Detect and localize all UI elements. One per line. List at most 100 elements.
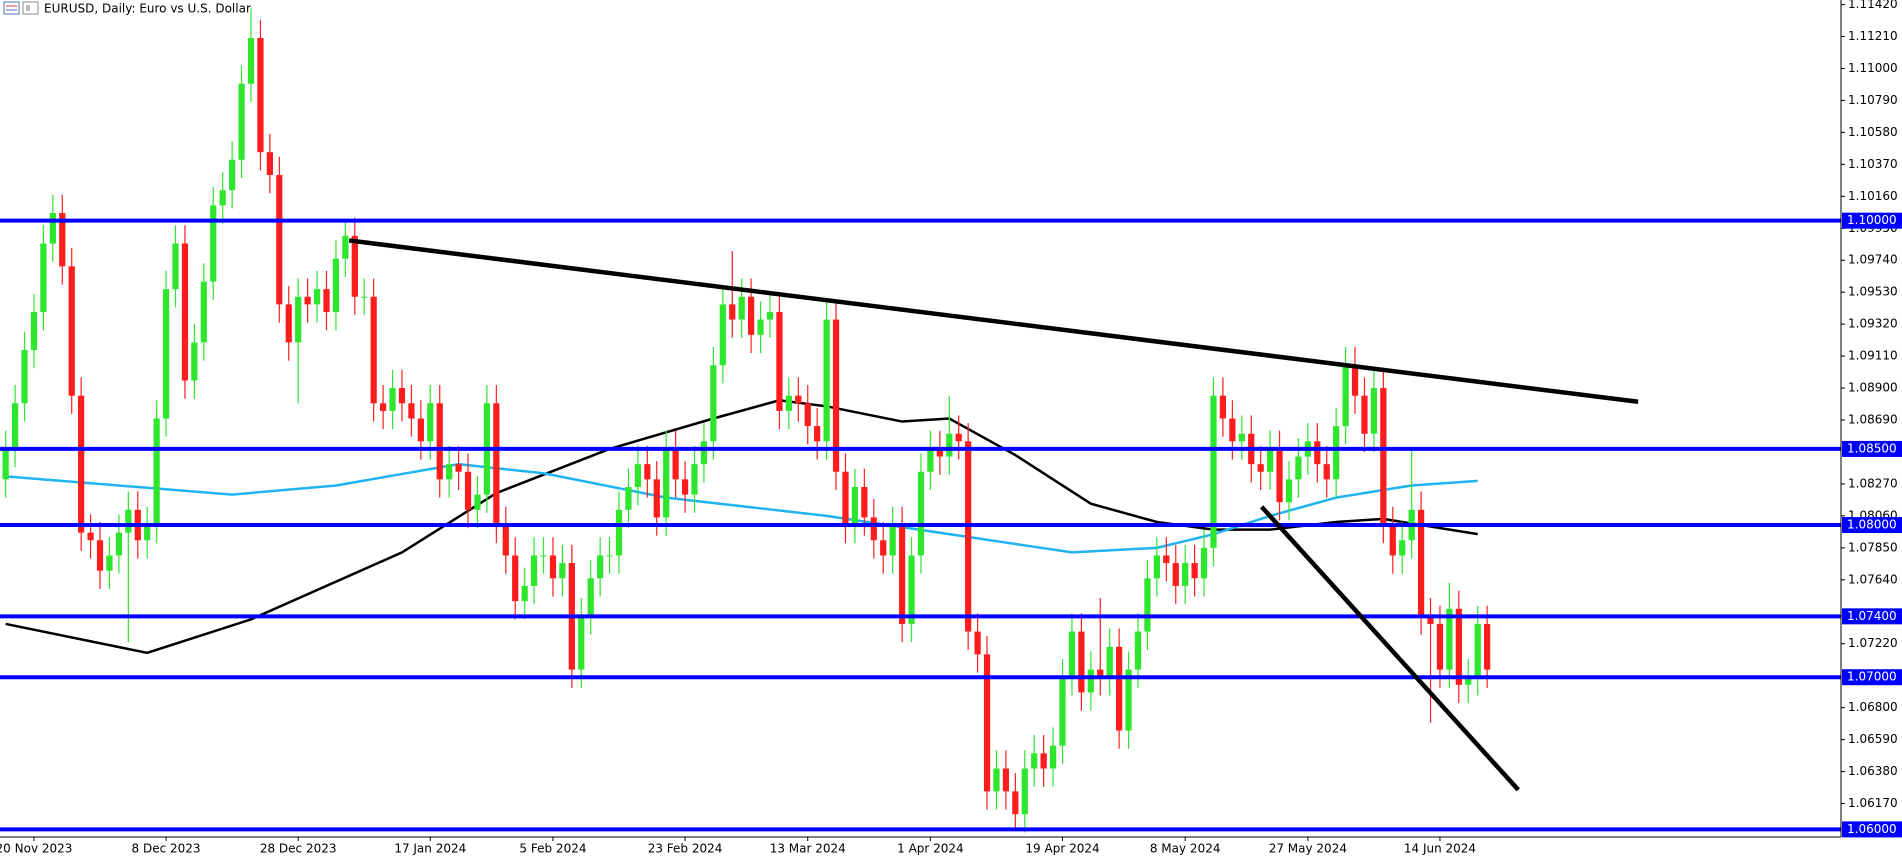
candle-body — [446, 464, 453, 480]
y-tick-label: 1.09530 — [1848, 285, 1898, 299]
trend-line — [348, 238, 1639, 404]
candle-body — [1068, 631, 1076, 678]
candle-body — [1266, 448, 1274, 472]
candle-body — [653, 479, 660, 518]
candle-body — [1012, 791, 1019, 815]
candle-body — [1200, 547, 1208, 579]
candle-body — [804, 403, 811, 427]
y-tick-label: 1.08900 — [1848, 381, 1898, 395]
candle-body — [1191, 563, 1198, 579]
y-tick-label: 1.10160 — [1848, 189, 1898, 203]
candle-body — [40, 243, 47, 312]
candle-body — [162, 289, 170, 419]
candle-body — [1125, 669, 1132, 731]
candle-body — [398, 388, 406, 404]
candle-body — [210, 205, 217, 282]
candle-body — [681, 479, 689, 495]
y-tick-label: 1.06380 — [1848, 764, 1898, 778]
candle-body — [663, 448, 670, 518]
y-tick-label: 1.11420 — [1848, 0, 1898, 11]
candle-body — [898, 525, 906, 624]
candle-body — [1370, 388, 1378, 434]
candle-body — [361, 296, 368, 298]
candle-body — [710, 365, 717, 442]
level-label: 1.07400 — [1847, 609, 1897, 623]
candle-body — [30, 311, 38, 351]
candle-body — [266, 152, 273, 176]
candle-body — [549, 555, 557, 579]
icon — [26, 5, 30, 11]
candle-body — [625, 486, 632, 510]
candle-body — [700, 441, 708, 465]
candle-body — [172, 243, 179, 290]
candle-body — [1031, 753, 1038, 769]
candle-body — [946, 433, 953, 457]
candle-body — [427, 403, 434, 442]
level-label-box — [1842, 821, 1902, 838]
candle-body — [1144, 578, 1151, 632]
y-tick-label: 1.06800 — [1848, 700, 1898, 714]
candle-body — [1134, 631, 1142, 670]
candle-body — [1002, 768, 1010, 792]
x-tick-label: 19 Apr 2024 — [1025, 842, 1099, 856]
candle-body — [1040, 753, 1047, 769]
candle-body — [936, 448, 943, 457]
candle-body — [351, 235, 358, 297]
candle-body — [1021, 768, 1028, 815]
x-tick-label: 27 May 2024 — [1269, 842, 1347, 856]
candle-body — [502, 525, 509, 556]
moving-average — [5, 398, 1478, 655]
candle-body — [304, 296, 311, 305]
x-tick-label: 14 Jun 2024 — [1404, 842, 1476, 856]
candle-body — [1484, 623, 1491, 670]
candle-body — [96, 540, 104, 571]
x-tick-label: 28 Dec 2023 — [260, 842, 337, 856]
candle-body — [1417, 509, 1425, 617]
y-tick-label: 1.10580 — [1848, 125, 1898, 139]
candle-body — [78, 395, 85, 533]
icon — [3, 1, 20, 15]
candle-body — [1474, 623, 1481, 678]
candle-body — [1257, 464, 1264, 472]
x-tick-label: 8 Dec 2023 — [132, 842, 201, 856]
candle-body — [908, 555, 915, 624]
candle-body — [295, 296, 302, 343]
candle-body — [512, 555, 519, 602]
candle-body — [1436, 623, 1444, 670]
candle-body — [285, 304, 292, 343]
candle-body — [1097, 669, 1104, 678]
candle-body — [1342, 365, 1349, 427]
candle-body — [530, 555, 538, 586]
candle-body — [370, 296, 377, 404]
y-tick-label: 1.06170 — [1848, 796, 1898, 810]
x-tick-label: 1 Apr 2024 — [897, 842, 964, 856]
candle-body — [615, 509, 623, 556]
candle-body — [842, 471, 849, 526]
candle-body — [313, 289, 321, 305]
candle-body — [870, 517, 877, 541]
candle-body — [464, 471, 472, 510]
candle-body — [1389, 525, 1396, 556]
level-label: 1.08500 — [1847, 441, 1897, 455]
candle-body — [823, 319, 830, 442]
x-tick-label: 13 Mar 2024 — [770, 842, 846, 856]
candle-body — [11, 403, 19, 449]
candle-body — [417, 418, 424, 442]
candle-body — [748, 296, 755, 335]
candle-body — [1172, 563, 1179, 586]
y-tick-label: 1.11000 — [1848, 61, 1898, 75]
x-tick-label: 23 Feb 2024 — [648, 842, 723, 856]
candle-body — [144, 525, 151, 541]
y-tick-label: 1.10370 — [1848, 157, 1898, 171]
y-tick-label: 1.10790 — [1848, 93, 1898, 107]
candle-body — [766, 311, 774, 320]
candle-body — [1210, 395, 1217, 548]
candle-body — [1238, 433, 1245, 442]
candle-body — [1465, 677, 1472, 685]
candle-body — [276, 175, 283, 305]
candle-body — [247, 38, 255, 84]
candle-body — [238, 83, 245, 160]
